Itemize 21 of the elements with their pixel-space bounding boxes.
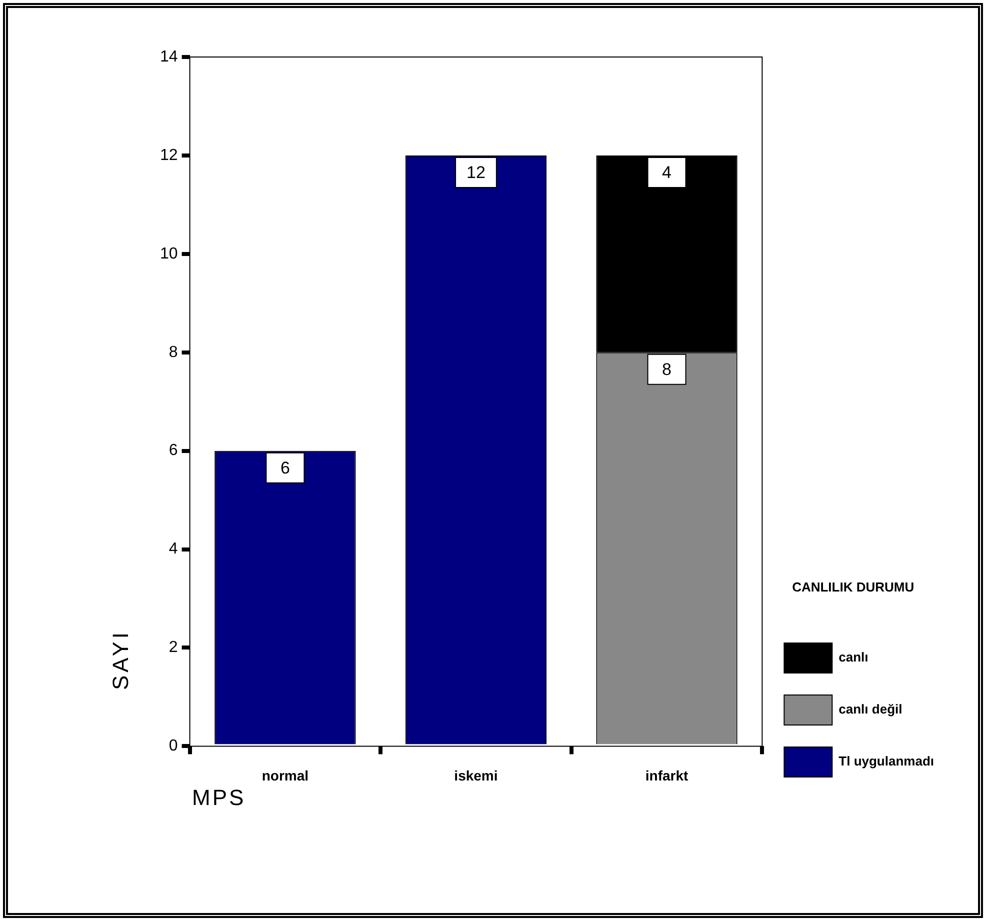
- y-tick-label: 12: [160, 146, 178, 164]
- data-label: 4: [662, 163, 672, 182]
- data-label: 6: [280, 458, 290, 478]
- y-tick-label: 4: [168, 540, 178, 558]
- y-tick-label: 14: [160, 48, 178, 66]
- y-tick-label: 0: [168, 738, 178, 755]
- x-tick-label: normal: [262, 767, 309, 784]
- x-tick-label: iskemi: [454, 767, 498, 784]
- legend-label: canlı: [838, 650, 868, 665]
- y-tick-label: 8: [168, 344, 178, 361]
- y-axis-title: SAYI: [108, 629, 134, 690]
- data-label: 12: [466, 163, 486, 182]
- y-tick-label: 2: [168, 639, 178, 656]
- data-label: 8: [662, 360, 672, 380]
- legend-label: canlı değil: [838, 702, 902, 717]
- y-tick-label: 6: [168, 442, 178, 460]
- legend-label: Tl uygulanmadı: [838, 754, 934, 769]
- x-axis-title: MPS: [192, 785, 246, 811]
- legend-title: CANLILIK DURUMU: [792, 579, 914, 594]
- x-tick-label: infarkt: [645, 767, 688, 784]
- y-tick-label: 10: [160, 245, 178, 262]
